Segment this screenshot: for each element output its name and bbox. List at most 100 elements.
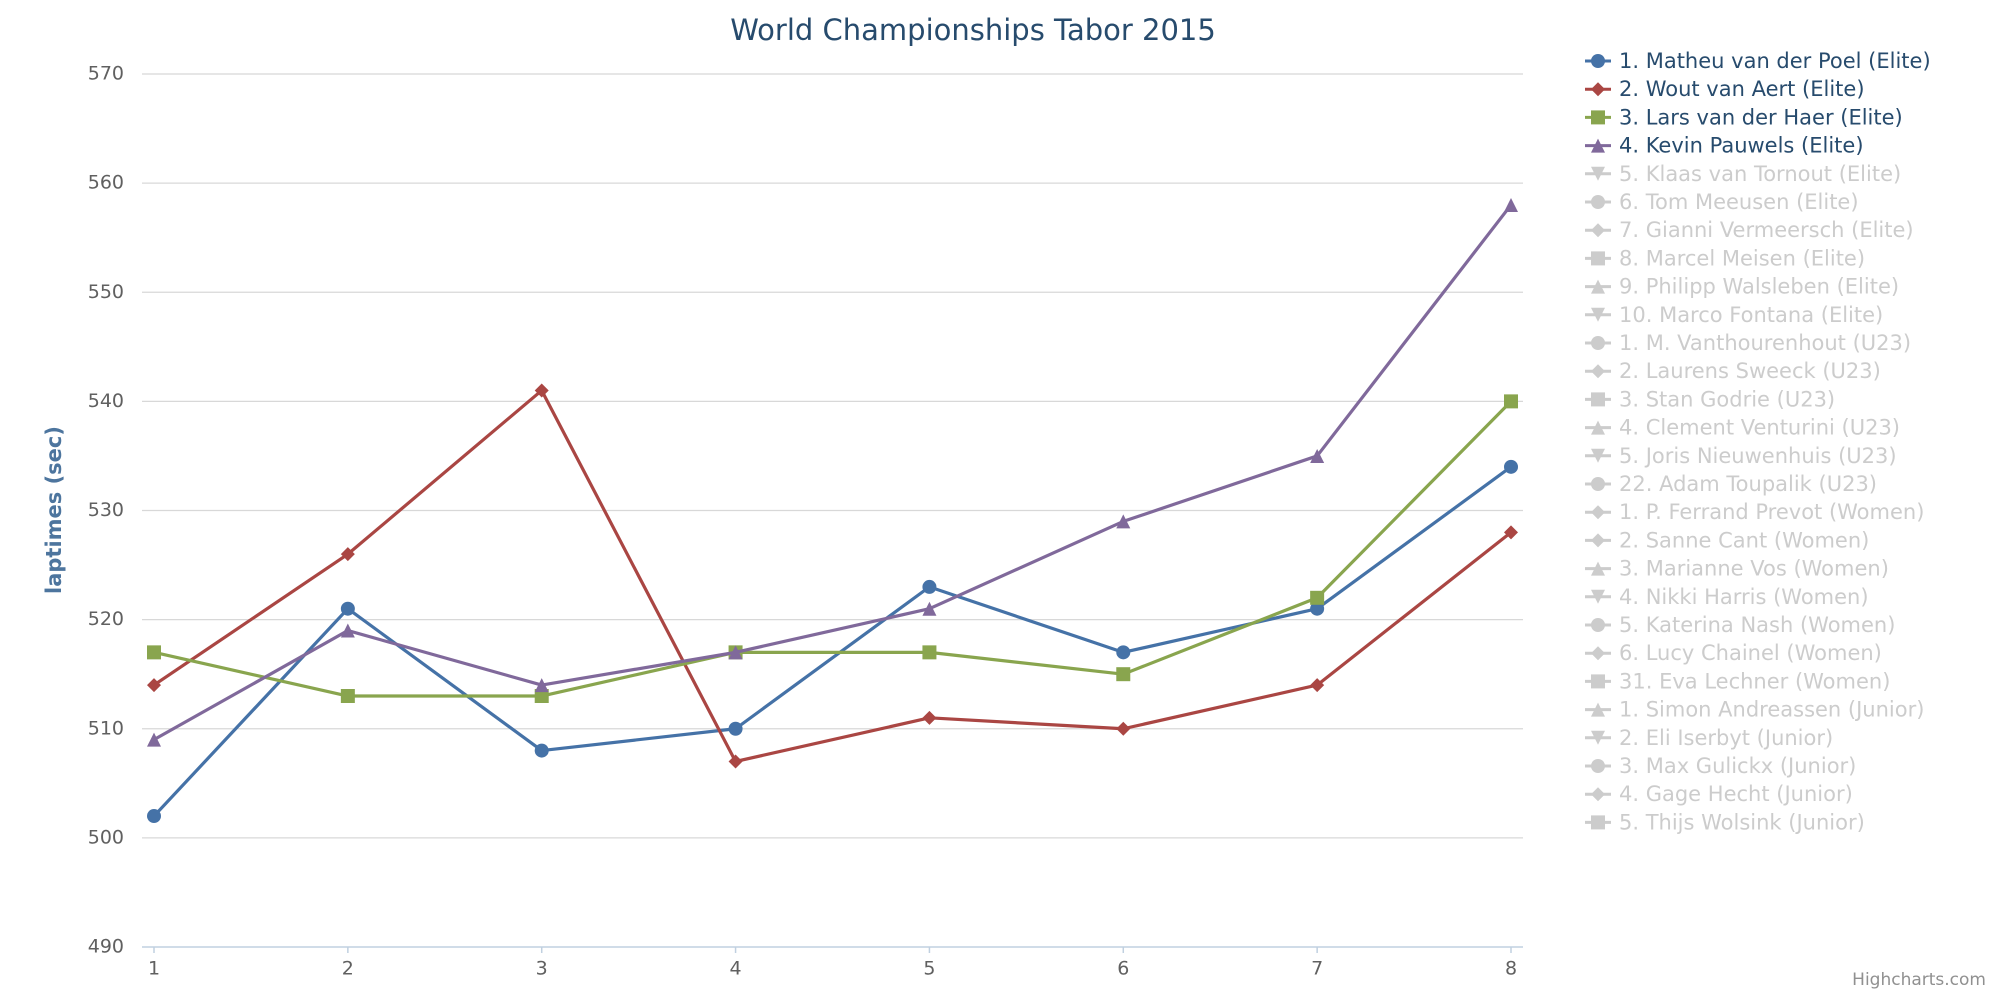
x-tick-label: 1 (148, 958, 160, 980)
marker (534, 678, 549, 693)
marker (1310, 448, 1325, 463)
marker (1504, 525, 1518, 540)
legend-item[interactable]: 4. Kevin Pauwels (Elite) (1585, 134, 1864, 158)
marker (1591, 787, 1605, 802)
series-line (153, 400, 1513, 698)
marker (1591, 618, 1605, 632)
marker (534, 383, 549, 398)
marker (1591, 730, 1605, 745)
marker (340, 623, 355, 638)
marker (1591, 336, 1605, 350)
legend-item[interactable]: 7. Gianni Vermeersch (Elite) (1585, 218, 1914, 242)
legend-item[interactable]: 3. Max Gulickx (Junior) (1585, 754, 1856, 778)
legend-label: 1. P. Ferrand Prevot (Women) (1619, 500, 1924, 524)
marker (1591, 110, 1605, 125)
legend-item[interactable]: 5. Klaas van Tornout (Elite) (1585, 162, 1901, 186)
marker (1591, 166, 1605, 181)
legend-item[interactable]: 4. Clement Venturini (U23) (1585, 416, 1900, 440)
marker (1504, 394, 1518, 409)
legend-label: 5. Katerina Nash (Women) (1619, 613, 1895, 637)
marker (340, 547, 355, 562)
legend-label: 2. Eli Iserbyt (Junior) (1619, 726, 1833, 750)
legend-item[interactable]: 1. P. Ferrand Prevot (Women) (1585, 500, 1924, 524)
legend-item[interactable]: 6. Tom Meeusen (Elite) (1585, 190, 1859, 214)
legend-item[interactable]: 1. Matheu van der Poel (Elite) (1585, 49, 1931, 73)
legend-item[interactable]: 4. Nikki Harris (Women) (1585, 585, 1869, 609)
marker (1591, 759, 1605, 773)
marker (1116, 721, 1131, 736)
legend-item[interactable]: 5. Katerina Nash (Women) (1585, 613, 1895, 637)
marker (922, 710, 937, 725)
legend-item[interactable]: 2. Eli Iserbyt (Junior) (1585, 726, 1833, 750)
marker (1591, 815, 1605, 830)
legend-item[interactable]: 31. Eva Lechner (Women) (1585, 669, 1890, 693)
legend-item[interactable]: 3. Lars van der Haer (Elite) (1585, 105, 1903, 129)
legend-label: 1. Simon Andreassen (Junior) (1619, 698, 1924, 722)
legend-item[interactable]: 2. Sanne Cant (Women) (1585, 528, 1869, 552)
legend-item[interactable]: 4. Gage Hecht (Junior) (1585, 782, 1853, 806)
legend-item[interactable]: 1. M. Vanthourenhout (U23) (1585, 331, 1911, 355)
marker (1591, 392, 1605, 407)
legend-label: 5. Thijs Wolsink (Junior) (1619, 810, 1865, 834)
legend-item[interactable]: 2. Laurens Sweeck (U23) (1585, 359, 1881, 383)
marker (1591, 138, 1605, 153)
marker (534, 689, 549, 704)
legend-item[interactable]: 10. Marco Fontana (Elite) (1585, 303, 1883, 327)
marker (1591, 477, 1605, 491)
marker (1116, 514, 1131, 529)
y-axis-title: laptimes (sec) (42, 426, 66, 594)
legend-item[interactable]: 9. Philipp Walsleben (Elite) (1585, 275, 1899, 299)
legend-label: 3. Marianne Vos (Women) (1619, 557, 1889, 581)
x-tick-label: 5 (923, 958, 935, 980)
marker (1591, 448, 1605, 463)
legend-item[interactable]: 6. Lucy Chainel (Women) (1585, 641, 1882, 665)
legend-item[interactable]: 1. Simon Andreassen (Junior) (1585, 698, 1924, 722)
marker (1591, 251, 1605, 266)
marker (1591, 307, 1605, 322)
legend-label: 4. Gage Hecht (Junior) (1619, 782, 1853, 806)
legend-item[interactable]: 2. Wout van Aert (Elite) (1585, 77, 1865, 101)
legend-label: 31. Eva Lechner (Women) (1619, 669, 1890, 693)
marker (1591, 702, 1605, 717)
x-tick-label: 3 (536, 958, 548, 980)
legend-label: 2. Laurens Sweeck (U23) (1619, 359, 1881, 383)
legend-item[interactable]: 22. Adam Toupalik (U23) (1585, 472, 1877, 496)
legend-label: 5. Klaas van Tornout (Elite) (1619, 162, 1901, 186)
marker (340, 601, 355, 616)
legend-item[interactable]: 5. Thijs Wolsink (Junior) (1585, 810, 1865, 834)
legend-label: 4. Nikki Harris (Women) (1619, 585, 1869, 609)
legend-label: 8. Marcel Meisen (Elite) (1619, 246, 1865, 270)
y-tick-label: 550 (88, 281, 124, 303)
marker (1504, 197, 1518, 212)
marker (147, 678, 161, 693)
legend-label: 3. Stan Godrie (U23) (1619, 387, 1835, 411)
legend-label: 2. Sanne Cant (Women) (1619, 528, 1869, 552)
marker (1591, 364, 1605, 379)
legend-label: 10. Marco Fontana (Elite) (1619, 303, 1883, 327)
legend-label: 7. Gianni Vermeersch (Elite) (1619, 218, 1914, 242)
series-line (153, 203, 1513, 742)
legend-item[interactable]: 3. Marianne Vos (Women) (1585, 557, 1889, 581)
marker (922, 579, 937, 594)
marker (1591, 589, 1605, 604)
marker (147, 809, 161, 824)
y-tick-label: 570 (88, 63, 124, 85)
marker (1116, 667, 1131, 682)
marker (1591, 646, 1605, 661)
legend-item[interactable]: 5. Joris Nieuwenhuis (U23) (1585, 444, 1897, 468)
y-tick-label: 490 (88, 936, 124, 958)
legend-label: 4. Clement Venturini (U23) (1619, 416, 1900, 440)
series-line (153, 388, 1512, 764)
y-tick-label: 500 (88, 826, 124, 848)
x-tick-label: 6 (1117, 958, 1129, 980)
marker (1591, 54, 1605, 68)
legend-item[interactable]: 8. Marcel Meisen (Elite) (1585, 246, 1865, 270)
legend-item[interactable]: 3. Stan Godrie (U23) (1585, 387, 1835, 411)
series-line (152, 465, 1512, 818)
y-tick-label: 540 (88, 390, 124, 412)
marker (1591, 505, 1605, 520)
x-tick-label: 2 (342, 958, 354, 980)
legend-label: 1. Matheu van der Poel (Elite) (1619, 49, 1931, 73)
